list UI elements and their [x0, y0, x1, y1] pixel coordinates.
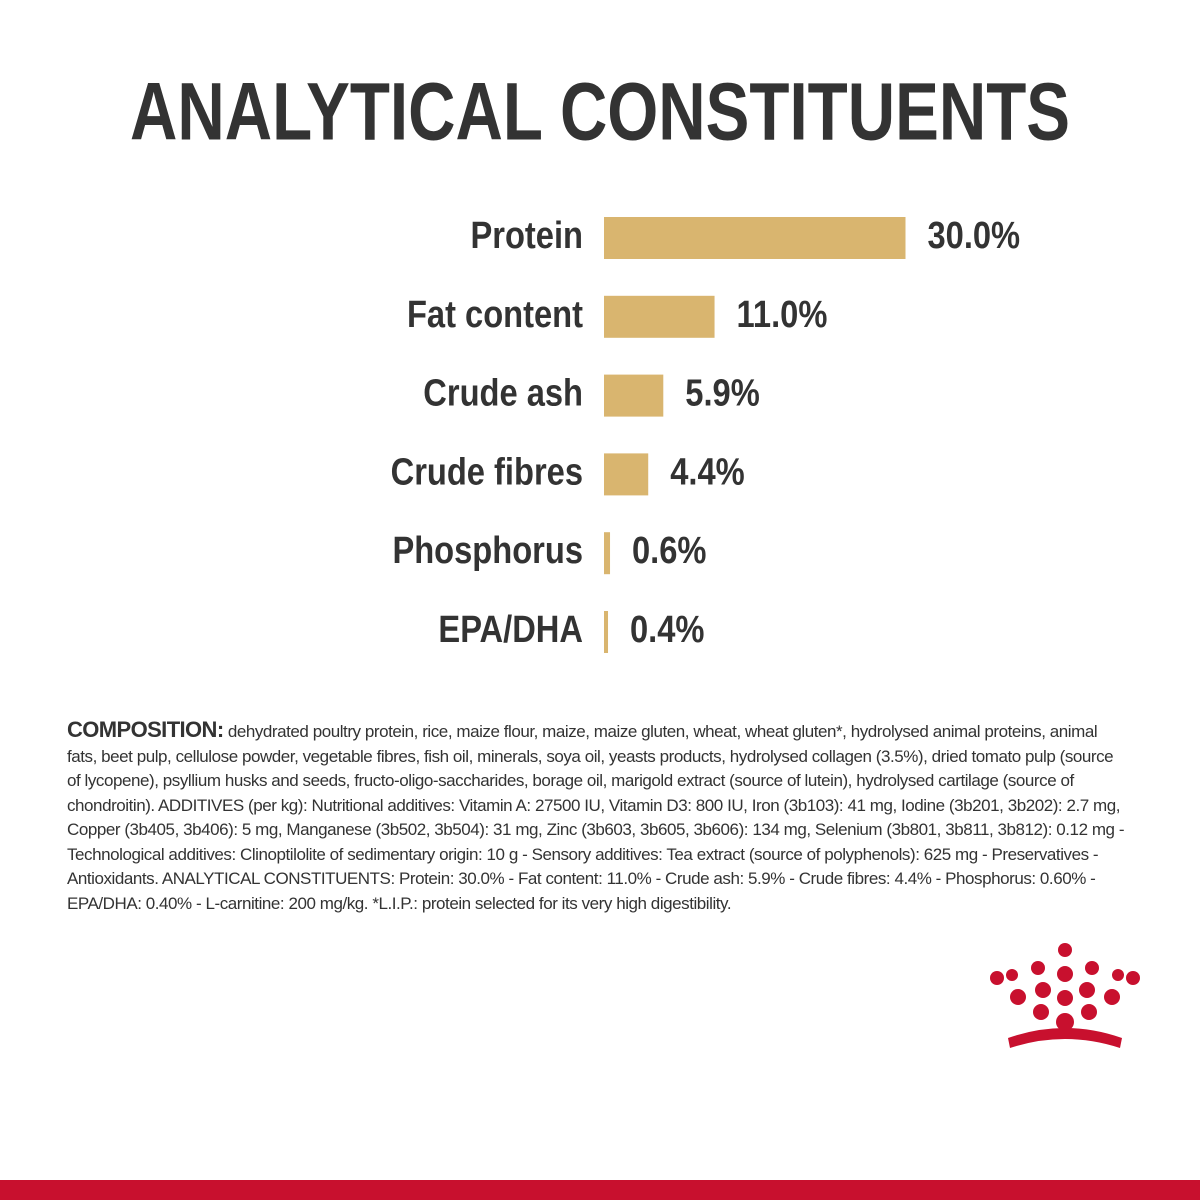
value-label: 4.4% [670, 450, 744, 493]
category-label: Phosphorus [392, 529, 583, 572]
category-label: EPA/DHA [438, 608, 583, 651]
category-label: Fat content [407, 293, 583, 336]
bar [604, 532, 611, 575]
bar [604, 453, 649, 496]
composition-heading: COMPOSITION: [67, 717, 224, 742]
bar [604, 295, 715, 338]
footer-bar [0, 1180, 1200, 1200]
category-label: Protein [470, 214, 583, 257]
value-label: 30.0% [928, 214, 1021, 257]
value-label: 0.4% [630, 608, 704, 651]
bar [604, 217, 906, 259]
composition-text: dehydrated poultry protein, rice, maize … [67, 722, 1125, 913]
crown-logo [990, 943, 1140, 1048]
category-label: Crude fibres [391, 450, 583, 493]
bar [604, 374, 664, 417]
value-label: 0.6% [632, 529, 706, 572]
bar [604, 611, 609, 653]
chart: ANALYTICAL CONSTITUENTS Protein 30.0% Fat … [130, 67, 1070, 653]
composition: COMPOSITION: dehydrated poultry protein,… [67, 717, 1127, 916]
value-label: 11.0% [737, 293, 828, 336]
chart-title: ANALYTICAL CONSTITUENTS [130, 67, 1070, 158]
value-label: 5.9% [685, 371, 759, 414]
category-label: Crude ash [423, 371, 583, 414]
